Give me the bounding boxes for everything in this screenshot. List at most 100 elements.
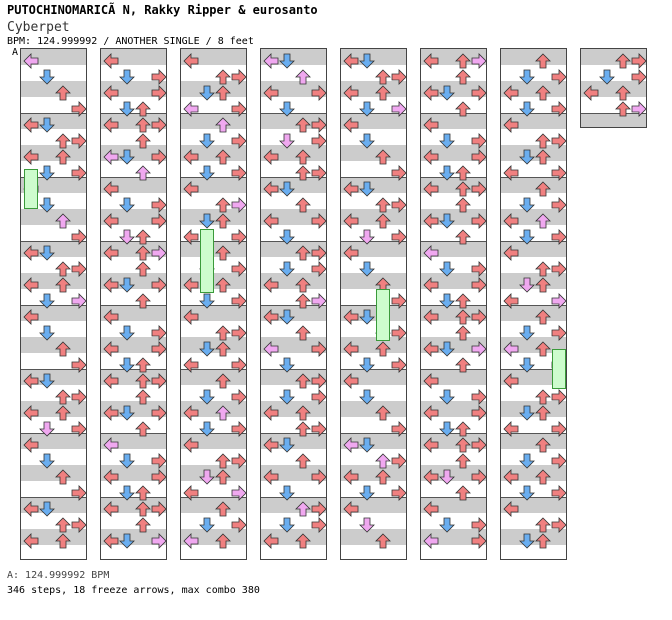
right-arrow-icon bbox=[311, 117, 326, 133]
up-arrow-icon bbox=[215, 277, 231, 293]
up-arrow-icon bbox=[455, 293, 471, 309]
measure-line bbox=[501, 433, 566, 434]
right-arrow-icon bbox=[391, 165, 406, 181]
down-arrow-icon bbox=[279, 229, 295, 245]
up-arrow-icon bbox=[295, 501, 311, 517]
right-arrow-icon bbox=[151, 85, 166, 101]
down-arrow-icon bbox=[119, 325, 135, 341]
right-arrow-icon bbox=[231, 325, 246, 341]
up-arrow-icon bbox=[375, 453, 391, 469]
down-arrow-icon bbox=[39, 197, 55, 213]
right-arrow-icon bbox=[551, 389, 566, 405]
left-arrow-icon bbox=[103, 533, 119, 549]
stats-line: 346 steps, 18 freeze arrows, max combo 3… bbox=[7, 585, 260, 596]
right-arrow-icon bbox=[471, 213, 486, 229]
left-arrow-icon bbox=[23, 245, 39, 261]
up-arrow-icon bbox=[215, 373, 231, 389]
right-arrow-icon bbox=[471, 133, 486, 149]
up-arrow-icon bbox=[535, 149, 551, 165]
right-arrow-icon bbox=[151, 325, 166, 341]
measure-line bbox=[101, 497, 166, 498]
up-arrow-icon bbox=[535, 261, 551, 277]
left-arrow-icon bbox=[343, 245, 359, 261]
left-arrow-icon bbox=[263, 533, 279, 549]
down-arrow-icon bbox=[519, 101, 535, 117]
up-arrow-icon bbox=[135, 229, 151, 245]
left-arrow-icon bbox=[103, 277, 119, 293]
right-arrow-icon bbox=[151, 469, 166, 485]
right-arrow-icon bbox=[471, 261, 486, 277]
left-arrow-icon bbox=[103, 501, 119, 517]
up-arrow-icon bbox=[455, 229, 471, 245]
down-arrow-icon bbox=[119, 357, 135, 373]
up-arrow-icon bbox=[295, 149, 311, 165]
up-arrow-icon bbox=[215, 117, 231, 133]
chart-column bbox=[20, 48, 87, 560]
left-arrow-icon bbox=[343, 53, 359, 69]
up-arrow-icon bbox=[55, 533, 71, 549]
left-arrow-icon bbox=[183, 101, 199, 117]
measure-line bbox=[581, 113, 646, 114]
freeze-arrow bbox=[552, 349, 566, 389]
measure-line bbox=[101, 305, 166, 306]
up-arrow-icon bbox=[535, 389, 551, 405]
right-arrow-icon bbox=[471, 389, 486, 405]
beat-band bbox=[501, 49, 566, 65]
left-arrow-icon bbox=[183, 485, 199, 501]
right-arrow-icon bbox=[311, 517, 326, 533]
up-arrow-icon bbox=[455, 69, 471, 85]
left-arrow-icon bbox=[263, 437, 279, 453]
left-arrow-icon bbox=[423, 53, 439, 69]
right-arrow-icon bbox=[231, 69, 246, 85]
left-arrow-icon bbox=[423, 501, 439, 517]
measure-line bbox=[181, 113, 246, 114]
measure-line bbox=[501, 241, 566, 242]
right-arrow-icon bbox=[231, 357, 246, 373]
chart-column bbox=[100, 48, 167, 560]
right-arrow-icon bbox=[311, 165, 326, 181]
up-arrow-icon bbox=[55, 85, 71, 101]
up-arrow-icon bbox=[375, 149, 391, 165]
down-arrow-icon bbox=[279, 101, 295, 117]
right-arrow-icon bbox=[631, 69, 646, 85]
up-arrow-icon bbox=[295, 197, 311, 213]
left-arrow-icon bbox=[183, 533, 199, 549]
down-arrow-icon bbox=[359, 437, 375, 453]
down-arrow-icon bbox=[519, 229, 535, 245]
left-arrow-icon bbox=[423, 341, 439, 357]
left-arrow-icon bbox=[23, 117, 39, 133]
down-arrow-icon bbox=[279, 309, 295, 325]
down-arrow-icon bbox=[439, 469, 455, 485]
down-arrow-icon bbox=[519, 533, 535, 549]
measure-line bbox=[341, 241, 406, 242]
up-arrow-icon bbox=[135, 517, 151, 533]
up-arrow-icon bbox=[455, 453, 471, 469]
right-arrow-icon bbox=[471, 533, 486, 549]
left-arrow-icon bbox=[263, 149, 279, 165]
up-arrow-icon bbox=[215, 197, 231, 213]
left-arrow-icon bbox=[343, 181, 359, 197]
right-arrow-icon bbox=[631, 101, 646, 117]
right-arrow-icon bbox=[551, 293, 566, 309]
measure-line bbox=[21, 241, 86, 242]
left-arrow-icon bbox=[343, 309, 359, 325]
down-arrow-icon bbox=[359, 389, 375, 405]
right-arrow-icon bbox=[151, 69, 166, 85]
up-arrow-icon bbox=[375, 85, 391, 101]
right-arrow-icon bbox=[231, 453, 246, 469]
up-arrow-icon bbox=[535, 133, 551, 149]
up-arrow-icon bbox=[375, 405, 391, 421]
up-arrow-icon bbox=[215, 469, 231, 485]
left-arrow-icon bbox=[263, 309, 279, 325]
right-arrow-icon bbox=[471, 405, 486, 421]
left-arrow-icon bbox=[23, 437, 39, 453]
left-arrow-icon bbox=[343, 501, 359, 517]
up-arrow-icon bbox=[55, 389, 71, 405]
right-arrow-icon bbox=[151, 453, 166, 469]
down-arrow-icon bbox=[439, 165, 455, 181]
left-arrow-icon bbox=[103, 437, 119, 453]
measure-line bbox=[501, 305, 566, 306]
left-arrow-icon bbox=[503, 469, 519, 485]
right-arrow-icon bbox=[391, 325, 406, 341]
left-arrow-icon bbox=[103, 373, 119, 389]
